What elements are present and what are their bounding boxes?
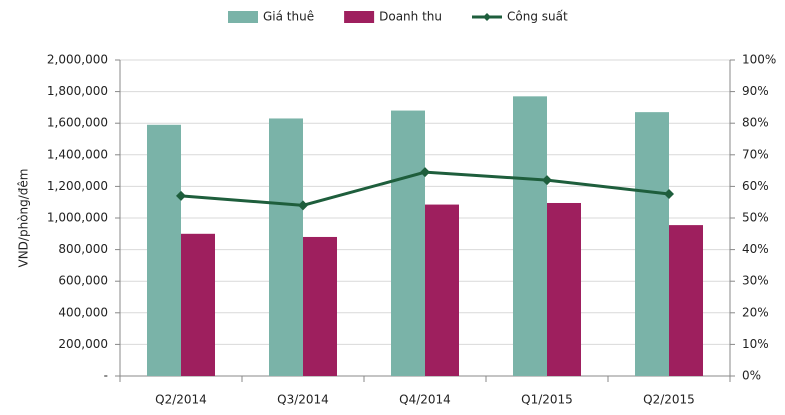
- bar: [147, 124, 181, 376]
- y-tick-label: 1,000,000: [47, 211, 108, 225]
- y-tick-label: 200,000: [58, 337, 108, 351]
- y-tick-label: 2,000,000: [47, 53, 108, 67]
- bar: [181, 233, 215, 376]
- x-tick-label: Q3/2014: [277, 393, 329, 407]
- y2-tick-label: 0%: [742, 369, 761, 383]
- y2-tick-label: 30%: [742, 274, 769, 288]
- y2-tick-label: 20%: [742, 305, 769, 319]
- legend-swatch: [228, 11, 258, 23]
- bar: [635, 112, 669, 376]
- y2-tick-label: 90%: [742, 84, 769, 98]
- y-tick-label: 600,000: [58, 274, 108, 288]
- y2-tick-label: 50%: [742, 211, 769, 225]
- bar: [669, 225, 703, 376]
- marker: [542, 175, 552, 186]
- x-tick-label: Q2/2015: [643, 393, 695, 407]
- legend-swatch: [483, 13, 491, 21]
- legend-label: Công suất: [507, 10, 568, 24]
- bar: [391, 110, 425, 376]
- x-tick-label: Q2/2014: [155, 393, 207, 407]
- y-tick-label: 1,800,000: [47, 84, 108, 98]
- legend-label: Doanh thu: [379, 10, 442, 24]
- y-tick-label: 1,600,000: [47, 116, 108, 130]
- y2-tick-label: 60%: [742, 179, 769, 193]
- marker: [176, 190, 186, 201]
- bar: [303, 236, 337, 376]
- bar: [269, 118, 303, 377]
- y2-tick-label: 80%: [742, 116, 769, 130]
- y2-tick-label: 100%: [742, 53, 776, 67]
- x-tick-label: Q4/2014: [399, 393, 451, 407]
- y-axis-label: VND/phòng/đêm: [17, 169, 31, 268]
- marker: [420, 167, 430, 178]
- bar: [425, 204, 459, 376]
- legend-swatch: [344, 11, 375, 23]
- y-tick-label: 1,400,000: [47, 147, 108, 161]
- y2-tick-label: 10%: [742, 337, 769, 351]
- bar: [513, 96, 547, 376]
- legend-label: Giá thuê: [263, 10, 314, 24]
- y-tick-label: -: [104, 369, 108, 383]
- marker: [664, 188, 674, 199]
- y-tick-label: 400,000: [58, 305, 108, 319]
- y-tick-label: 1,200,000: [47, 179, 108, 193]
- y2-tick-label: 70%: [742, 147, 769, 161]
- marker: [298, 200, 308, 211]
- y-tick-label: 800,000: [58, 242, 108, 256]
- y2-tick-label: 40%: [742, 242, 769, 256]
- x-tick-label: Q1/2015: [521, 393, 573, 407]
- bar: [547, 202, 581, 376]
